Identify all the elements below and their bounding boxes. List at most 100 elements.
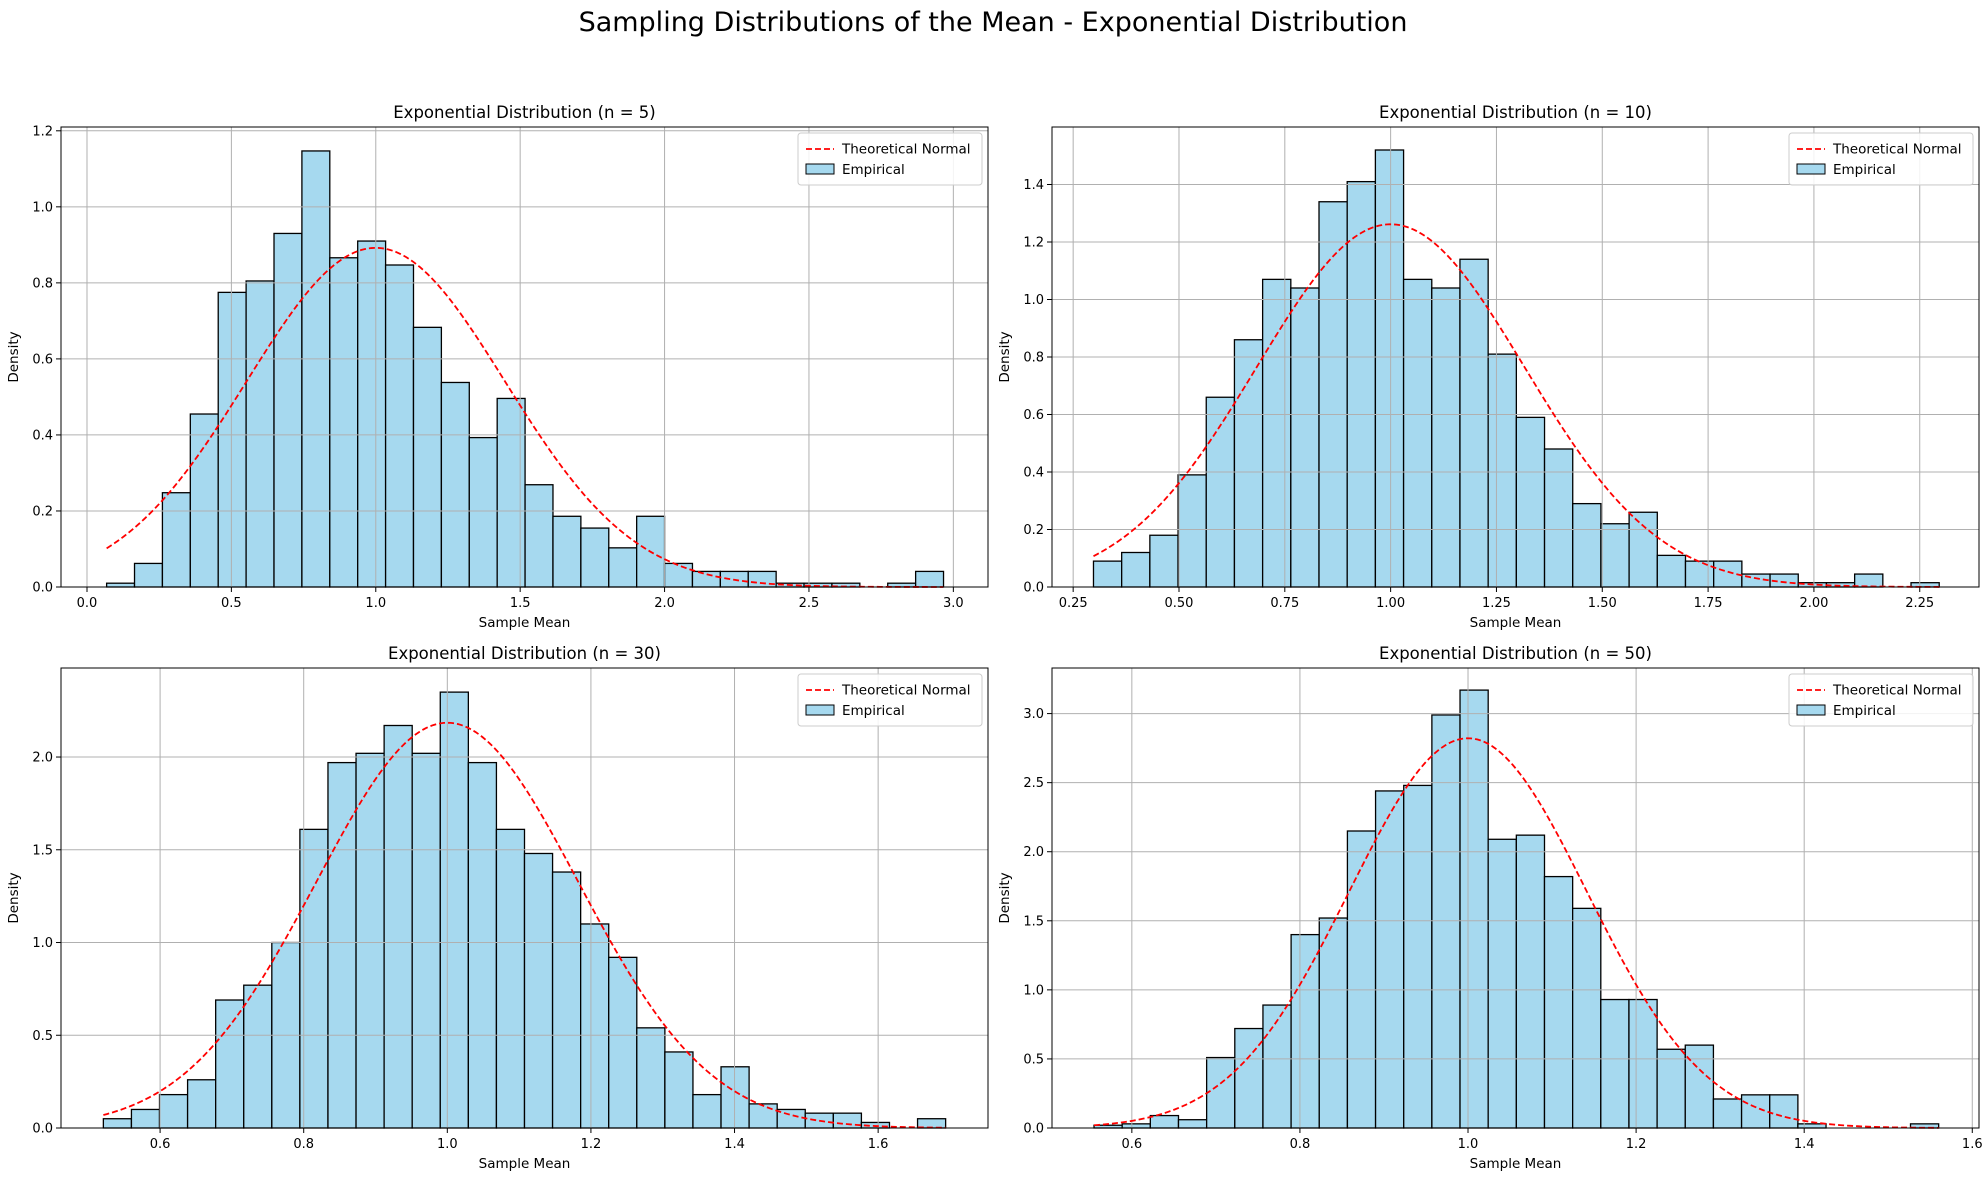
histogram-bar [355, 752, 385, 1129]
legend-theoretical-label: Theoretical Normal [1832, 142, 1962, 158]
figure-title: Sampling Distributions of the Mean - Exp… [579, 7, 1408, 38]
histogram-bar [608, 547, 638, 588]
histogram-bar [1262, 1004, 1292, 1129]
legend-empirical-label: Empirical [842, 162, 905, 178]
x-tick-label: 0.5 [221, 596, 242, 611]
y-tick-label: 1.5 [32, 843, 53, 858]
histogram-bar [1487, 838, 1517, 1129]
histogram-bar [580, 527, 610, 588]
histogram-bar [1543, 875, 1574, 1129]
x-tick-label: 0.75 [1270, 596, 1299, 611]
histogram-bar [467, 761, 498, 1129]
x-axis-label: Sample Mean [479, 1156, 571, 1172]
theoretical-normal-curve [1093, 223, 1940, 588]
histogram-bar [186, 1079, 217, 1129]
y-tick-label: 0.8 [32, 276, 53, 291]
histogram-bar [1318, 917, 1349, 1129]
histogram-bar [552, 515, 582, 588]
y-tick-label: 0.2 [1023, 523, 1044, 538]
legend: Theoretical Normal Empirical [797, 673, 983, 727]
histogram-bar [1459, 689, 1489, 1129]
x-tick-label: 1.4 [724, 1137, 745, 1152]
histogram-bar [273, 232, 303, 588]
x-tick-label: 2.5 [799, 596, 820, 611]
histogram-bar [1572, 502, 1602, 588]
y-tick-label: 0.8 [1023, 351, 1044, 366]
y-tick-label: 0.4 [1023, 466, 1044, 481]
histogram-bar [1487, 353, 1517, 588]
panel-title: Exponential Distribution (n = 30) [388, 644, 661, 663]
histogram-bar [523, 852, 554, 1129]
histogram-bar [411, 752, 441, 1129]
y-axis-label: Density [6, 331, 22, 382]
x-tick-label: 0.50 [1165, 596, 1194, 611]
histogram-bar [1797, 1123, 1827, 1129]
y-tick-label: 0.6 [32, 352, 53, 367]
x-tick-label: 2.0 [654, 596, 675, 611]
histogram-bar [1403, 784, 1433, 1129]
histogram-bar [215, 999, 245, 1129]
y-tick-label: 0.5 [1023, 1052, 1044, 1067]
legend-theoretical-label: Theoretical Normal [841, 142, 971, 158]
legend: Theoretical Normal Empirical [1788, 132, 1974, 186]
histogram-bar [1515, 834, 1546, 1129]
y-tick-label: 0.0 [1023, 1122, 1044, 1137]
histogram-bar [301, 150, 331, 588]
histogram-bar [1459, 258, 1489, 588]
histogram-bar [161, 492, 191, 588]
histogram-bar [496, 397, 526, 588]
panel-3: 0.6 0.8 1.0 1.2 1.4 1.6 0.0 0.5 1.0 1.5 2.0 Exponen… [6, 644, 989, 1172]
x-tick-label: 2.25 [1905, 596, 1934, 611]
y-tick-label: 1.4 [1023, 178, 1044, 193]
panel-4: 0.6 0.8 1.0 1.2 1.4 1.6 0.0 0.5 1.0 1.5 2.0 2.5 3.0 E… [997, 644, 1983, 1172]
x-tick-label: 0.8 [293, 1137, 314, 1152]
x-tick-label: 3.0 [943, 596, 964, 611]
histogram-bar [551, 871, 582, 1129]
x-tick-label: 0.6 [150, 1137, 171, 1152]
panel-1: 0.0 0.5 1.0 1.5 2.0 2.5 3.0 0.0 0.2 0.4 0.6 0.8 1.0 1… [6, 103, 989, 631]
legend-bar-swatch [1796, 163, 1826, 175]
y-tick-label: 0.6 [1023, 408, 1044, 423]
x-axis-label: Sample Mean [479, 615, 571, 631]
histogram-bar [748, 1103, 778, 1129]
histogram-bar [1600, 523, 1630, 588]
histogram-bar [468, 436, 498, 588]
histogram-bar [440, 381, 470, 588]
histogram-bar [329, 257, 359, 588]
theoretical-normal-curve [103, 721, 946, 1129]
histogram-bar [1374, 149, 1405, 588]
histogram-bar [1121, 1123, 1151, 1129]
x-tick-label: 1.25 [1482, 596, 1511, 611]
y-tick-label: 1.0 [1023, 293, 1044, 308]
histogram-bar [1092, 560, 1123, 588]
histogram-bar [1769, 1094, 1799, 1129]
histogram-bar [243, 984, 273, 1129]
histogram-bar [1628, 998, 1658, 1129]
histogram-bar [1374, 790, 1405, 1129]
histogram-bar [189, 413, 219, 588]
histogram-bar [1149, 1114, 1180, 1129]
histogram-bar [1712, 1098, 1743, 1129]
x-tick-label: 0.0 [77, 596, 98, 611]
y-tick-label: 0.4 [32, 428, 53, 443]
y-tick-label: 2.5 [1023, 776, 1044, 791]
histogram-bar [1740, 1094, 1771, 1129]
histogram-bar [1346, 830, 1377, 1129]
x-tick-label: 1.2 [581, 1137, 602, 1152]
histogram-bar [1177, 1119, 1208, 1129]
histogram-bar [158, 1093, 189, 1129]
histogram-bar [1149, 534, 1179, 588]
x-tick-label: 1.50 [1588, 596, 1617, 611]
x-tick-label: 1.4 [1794, 1137, 1815, 1152]
legend-bar-swatch [1796, 704, 1826, 716]
legend-bar-swatch [805, 704, 835, 716]
legend-empirical-label: Empirical [1833, 162, 1896, 178]
legend-box [797, 673, 983, 727]
histogram-bar [383, 724, 413, 1129]
axes-frame [1051, 667, 1980, 1129]
histogram-bar [1205, 1056, 1236, 1129]
histogram-bar [102, 1118, 133, 1129]
histogram-bar [1853, 573, 1884, 588]
panel-2: 0.25 0.50 0.75 1.00 1.25 1.50 1.75 2.00 2.25 0.0 0… [997, 103, 1980, 631]
